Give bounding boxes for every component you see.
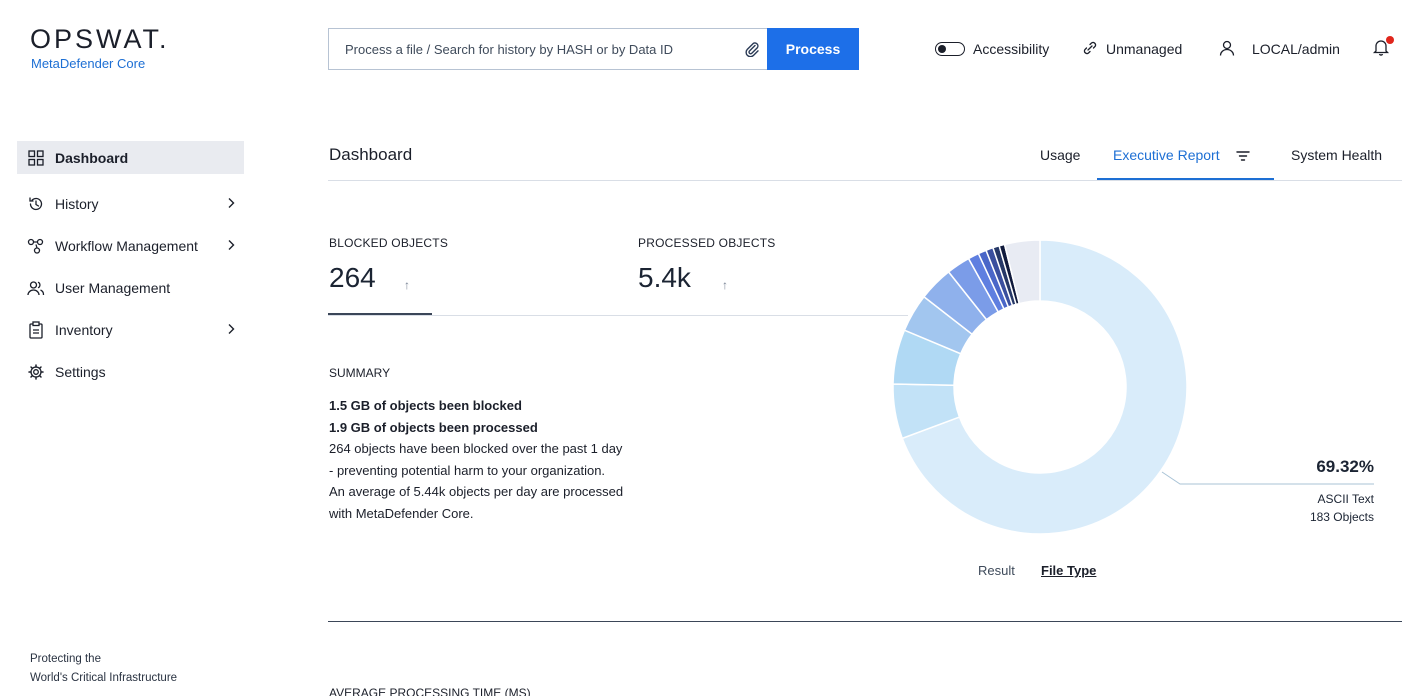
summary-line: 264 objects have been blocked over the p…	[329, 441, 623, 456]
sidebar-item-label: Inventory	[55, 322, 113, 338]
avg-processing-time-title: AVERAGE PROCESSING TIME (MS)	[329, 686, 531, 696]
search-input[interactable]: Process a file / Search for history by H…	[345, 41, 674, 57]
unmanaged-status[interactable]: Unmanaged	[1082, 38, 1182, 60]
trend-up-icon: ↑	[404, 278, 410, 292]
sidebar-item-dashboard[interactable]: Dashboard	[17, 141, 244, 174]
summary-line: An average of 5.44k objects per day are …	[329, 484, 624, 499]
processed-objects-value: 5.4k	[638, 262, 691, 293]
chevron-right-icon	[226, 322, 236, 338]
donut-slice[interactable]	[901, 239, 1188, 535]
chart-toggle-file-type[interactable]: File Type	[1041, 563, 1097, 578]
users-icon	[27, 279, 45, 297]
process-button[interactable]: Process	[767, 28, 859, 70]
summary-title: SUMMARY	[329, 366, 391, 380]
tab-executive-report[interactable]: Executive Report	[1113, 147, 1220, 163]
sidebar-item-label: User Management	[55, 280, 171, 296]
gear-icon	[27, 363, 45, 381]
user-icon	[1218, 39, 1236, 60]
product-name: MetaDefender Core	[31, 56, 146, 71]
user-name: LOCAL/admin	[1252, 41, 1340, 57]
sidebar-item-label: Settings	[55, 364, 106, 380]
unlink-icon	[1082, 40, 1098, 59]
summary-line: with MetaDefender Core.	[329, 505, 474, 521]
clipboard-icon	[27, 321, 45, 339]
summary-blocked-size: 1.5 GB of objects been blocked	[329, 398, 522, 413]
tagline: Protecting the World's Critical Infrastr…	[30, 650, 177, 688]
leader-line	[1161, 471, 1374, 485]
accessibility-toggle[interactable]: Accessibility	[935, 38, 1049, 60]
tagline-line-2: World's Critical Infrastructure	[30, 672, 178, 684]
opswat-logo[interactable]: OPSWAT.	[30, 24, 170, 54]
stats-divider	[328, 315, 908, 316]
active-stat-indicator	[328, 313, 432, 315]
chart-toggle-result[interactable]: Result	[978, 563, 1015, 578]
sidebar-item-label: Dashboard	[55, 149, 129, 166]
highlight-count: 183 Objects	[1309, 510, 1374, 524]
page-title: Dashboard	[329, 145, 413, 164]
tab-usage[interactable]: Usage	[1040, 147, 1081, 163]
summary-processed-size: 1.9 GB of objects been processed	[329, 419, 538, 435]
tab-system-health[interactable]: System Health	[1291, 147, 1383, 163]
user-menu[interactable]: LOCAL/admin	[1218, 38, 1340, 60]
grid-icon	[27, 149, 45, 167]
tagline-line-1: Protecting the	[30, 653, 101, 665]
sidebar-nav: Dashboard History Workflow Management Us…	[17, 141, 244, 393]
chevron-right-icon	[226, 238, 236, 254]
summary-text: 1.5 GB of objects been blocked 1.9 GB of…	[329, 395, 659, 524]
file-type-donut-chart[interactable]	[860, 222, 1200, 552]
sidebar-item-settings[interactable]: Settings	[17, 351, 244, 393]
sidebar-item-label: Workflow Management	[55, 238, 198, 254]
highlight-percentage: 69.32%	[1316, 457, 1374, 476]
accessibility-label: Accessibility	[973, 41, 1050, 57]
notification-dot	[1386, 36, 1394, 44]
notification-bell[interactable]	[1372, 36, 1394, 58]
processed-objects-label: PROCESSED OBJECTS	[638, 236, 776, 250]
history-icon	[27, 195, 45, 213]
sidebar-item-label: History	[55, 196, 99, 212]
header-divider	[328, 180, 1402, 181]
attach-icon[interactable]	[736, 41, 768, 57]
active-tab-indicator	[1097, 178, 1274, 180]
sidebar-item-history[interactable]: History	[17, 183, 244, 225]
toggle-switch-icon[interactable]	[935, 42, 965, 56]
sidebar-item-workflow-management[interactable]: Workflow Management	[17, 225, 244, 267]
blocked-objects-label: BLOCKED OBJECTS	[329, 236, 449, 250]
trend-up-icon: ↑	[722, 278, 728, 292]
chevron-right-icon	[226, 196, 236, 212]
sidebar-item-inventory[interactable]: Inventory	[17, 309, 244, 351]
search-box[interactable]: Process a file / Search for history by H…	[328, 28, 768, 70]
bell-icon	[1372, 40, 1390, 56]
blocked-objects-value: 264	[329, 262, 376, 293]
section-divider	[328, 621, 1402, 622]
highlight-legend: ASCII Text 183 Objects	[1260, 490, 1374, 526]
workflow-icon	[27, 237, 45, 255]
highlight-category: ASCII Text	[1317, 492, 1374, 506]
unmanaged-label: Unmanaged	[1106, 41, 1183, 57]
sidebar-item-user-management[interactable]: User Management	[17, 267, 244, 309]
summary-line: - preventing potential harm to your orga…	[329, 462, 606, 478]
donut-slice[interactable]	[1003, 239, 1041, 305]
filter-icon[interactable]	[1236, 149, 1250, 167]
